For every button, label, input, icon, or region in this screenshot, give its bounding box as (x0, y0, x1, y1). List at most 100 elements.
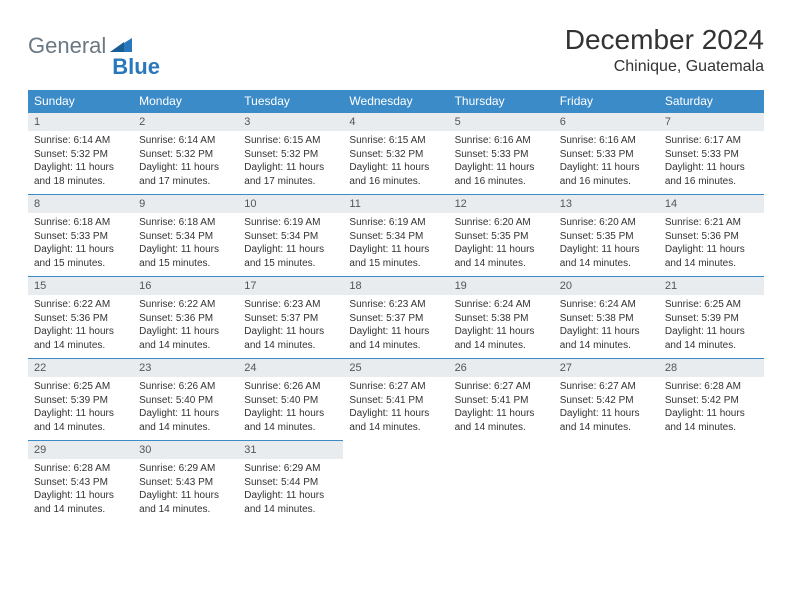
day-cell: 7Sunrise: 6:17 AMSunset: 5:33 PMDaylight… (659, 113, 764, 195)
day-cell: 19Sunrise: 6:24 AMSunset: 5:38 PMDayligh… (449, 277, 554, 359)
daylight-line2: and 15 minutes. (34, 257, 127, 271)
day-number: 4 (343, 113, 448, 131)
day-cell: 14Sunrise: 6:21 AMSunset: 5:36 PMDayligh… (659, 195, 764, 277)
day-cell: 26Sunrise: 6:27 AMSunset: 5:41 PMDayligh… (449, 359, 554, 441)
sunrise-text: Sunrise: 6:18 AM (139, 216, 232, 230)
daylight-line1: Daylight: 11 hours (139, 161, 232, 175)
day-cell (449, 441, 554, 523)
sunset-text: Sunset: 5:42 PM (665, 394, 758, 408)
sunrise-text: Sunrise: 6:20 AM (455, 216, 548, 230)
day-body: Sunrise: 6:26 AMSunset: 5:40 PMDaylight:… (238, 377, 343, 440)
daylight-line1: Daylight: 11 hours (455, 161, 548, 175)
daylight-line1: Daylight: 11 hours (560, 325, 653, 339)
day-number: 12 (449, 195, 554, 213)
week-row: 29Sunrise: 6:28 AMSunset: 5:43 PMDayligh… (28, 441, 764, 523)
sunset-text: Sunset: 5:34 PM (244, 230, 337, 244)
sunset-text: Sunset: 5:37 PM (244, 312, 337, 326)
month-title: December 2024 (565, 24, 764, 56)
sunrise-text: Sunrise: 6:14 AM (139, 134, 232, 148)
daylight-line1: Daylight: 11 hours (665, 161, 758, 175)
day-number: 9 (133, 195, 238, 213)
day-cell: 15Sunrise: 6:22 AMSunset: 5:36 PMDayligh… (28, 277, 133, 359)
sunrise-text: Sunrise: 6:23 AM (349, 298, 442, 312)
daylight-line1: Daylight: 11 hours (34, 407, 127, 421)
daylight-line1: Daylight: 11 hours (244, 243, 337, 257)
daylight-line2: and 16 minutes. (349, 175, 442, 189)
daylight-line1: Daylight: 11 hours (349, 161, 442, 175)
day-body: Sunrise: 6:25 AMSunset: 5:39 PMDaylight:… (659, 295, 764, 358)
day-number: 19 (449, 277, 554, 295)
sunset-text: Sunset: 5:38 PM (560, 312, 653, 326)
sunrise-text: Sunrise: 6:17 AM (665, 134, 758, 148)
sunset-text: Sunset: 5:32 PM (244, 148, 337, 162)
calendar-body: 1Sunrise: 6:14 AMSunset: 5:32 PMDaylight… (28, 113, 764, 523)
sunset-text: Sunset: 5:43 PM (34, 476, 127, 490)
daylight-line2: and 14 minutes. (560, 339, 653, 353)
day-body: Sunrise: 6:25 AMSunset: 5:39 PMDaylight:… (28, 377, 133, 440)
sunset-text: Sunset: 5:35 PM (560, 230, 653, 244)
daylight-line2: and 15 minutes. (349, 257, 442, 271)
daylight-line2: and 17 minutes. (244, 175, 337, 189)
day-body: Sunrise: 6:24 AMSunset: 5:38 PMDaylight:… (554, 295, 659, 358)
day-cell: 25Sunrise: 6:27 AMSunset: 5:41 PMDayligh… (343, 359, 448, 441)
day-body: Sunrise: 6:27 AMSunset: 5:42 PMDaylight:… (554, 377, 659, 440)
day-header-thu: Thursday (449, 90, 554, 113)
sunset-text: Sunset: 5:44 PM (244, 476, 337, 490)
sunrise-text: Sunrise: 6:24 AM (560, 298, 653, 312)
sunset-text: Sunset: 5:43 PM (139, 476, 232, 490)
day-number: 1 (28, 113, 133, 131)
day-body: Sunrise: 6:24 AMSunset: 5:38 PMDaylight:… (449, 295, 554, 358)
daylight-line1: Daylight: 11 hours (349, 325, 442, 339)
sunset-text: Sunset: 5:33 PM (665, 148, 758, 162)
daylight-line1: Daylight: 11 hours (139, 489, 232, 503)
sunrise-text: Sunrise: 6:19 AM (349, 216, 442, 230)
daylight-line1: Daylight: 11 hours (665, 243, 758, 257)
sunset-text: Sunset: 5:34 PM (139, 230, 232, 244)
daylight-line2: and 14 minutes. (349, 421, 442, 435)
header: General Blue December 2024 Chinique, Gua… (28, 24, 764, 76)
sunrise-text: Sunrise: 6:19 AM (244, 216, 337, 230)
week-row: 22Sunrise: 6:25 AMSunset: 5:39 PMDayligh… (28, 359, 764, 441)
day-number: 17 (238, 277, 343, 295)
sunset-text: Sunset: 5:32 PM (349, 148, 442, 162)
day-cell: 6Sunrise: 6:16 AMSunset: 5:33 PMDaylight… (554, 113, 659, 195)
sunset-text: Sunset: 5:36 PM (34, 312, 127, 326)
day-cell: 30Sunrise: 6:29 AMSunset: 5:43 PMDayligh… (133, 441, 238, 523)
day-body: Sunrise: 6:21 AMSunset: 5:36 PMDaylight:… (659, 213, 764, 276)
day-number: 25 (343, 359, 448, 377)
sunrise-text: Sunrise: 6:22 AM (139, 298, 232, 312)
sunrise-text: Sunrise: 6:29 AM (244, 462, 337, 476)
week-row: 15Sunrise: 6:22 AMSunset: 5:36 PMDayligh… (28, 277, 764, 359)
day-cell: 11Sunrise: 6:19 AMSunset: 5:34 PMDayligh… (343, 195, 448, 277)
calendar-table: Sunday Monday Tuesday Wednesday Thursday… (28, 90, 764, 522)
sunrise-text: Sunrise: 6:16 AM (560, 134, 653, 148)
daylight-line2: and 14 minutes. (139, 503, 232, 517)
daylight-line1: Daylight: 11 hours (244, 407, 337, 421)
daylight-line1: Daylight: 11 hours (34, 243, 127, 257)
daylight-line2: and 16 minutes. (455, 175, 548, 189)
sunrise-text: Sunrise: 6:18 AM (34, 216, 127, 230)
daylight-line1: Daylight: 11 hours (560, 407, 653, 421)
day-body: Sunrise: 6:27 AMSunset: 5:41 PMDaylight:… (449, 377, 554, 440)
day-number: 7 (659, 113, 764, 131)
day-body: Sunrise: 6:17 AMSunset: 5:33 PMDaylight:… (659, 131, 764, 194)
sunset-text: Sunset: 5:33 PM (560, 148, 653, 162)
daylight-line2: and 14 minutes. (34, 421, 127, 435)
day-number: 8 (28, 195, 133, 213)
day-header-mon: Monday (133, 90, 238, 113)
day-cell: 2Sunrise: 6:14 AMSunset: 5:32 PMDaylight… (133, 113, 238, 195)
daylight-line2: and 14 minutes. (139, 421, 232, 435)
day-cell: 16Sunrise: 6:22 AMSunset: 5:36 PMDayligh… (133, 277, 238, 359)
sunrise-text: Sunrise: 6:24 AM (455, 298, 548, 312)
sunset-text: Sunset: 5:33 PM (455, 148, 548, 162)
daylight-line2: and 14 minutes. (244, 339, 337, 353)
day-cell: 1Sunrise: 6:14 AMSunset: 5:32 PMDaylight… (28, 113, 133, 195)
daylight-line1: Daylight: 11 hours (349, 407, 442, 421)
daylight-line2: and 14 minutes. (665, 421, 758, 435)
daylight-line2: and 14 minutes. (455, 257, 548, 271)
day-body: Sunrise: 6:22 AMSunset: 5:36 PMDaylight:… (28, 295, 133, 358)
sunset-text: Sunset: 5:41 PM (349, 394, 442, 408)
daylight-line1: Daylight: 11 hours (139, 325, 232, 339)
day-body: Sunrise: 6:20 AMSunset: 5:35 PMDaylight:… (449, 213, 554, 276)
logo-text-general: General (28, 33, 106, 59)
